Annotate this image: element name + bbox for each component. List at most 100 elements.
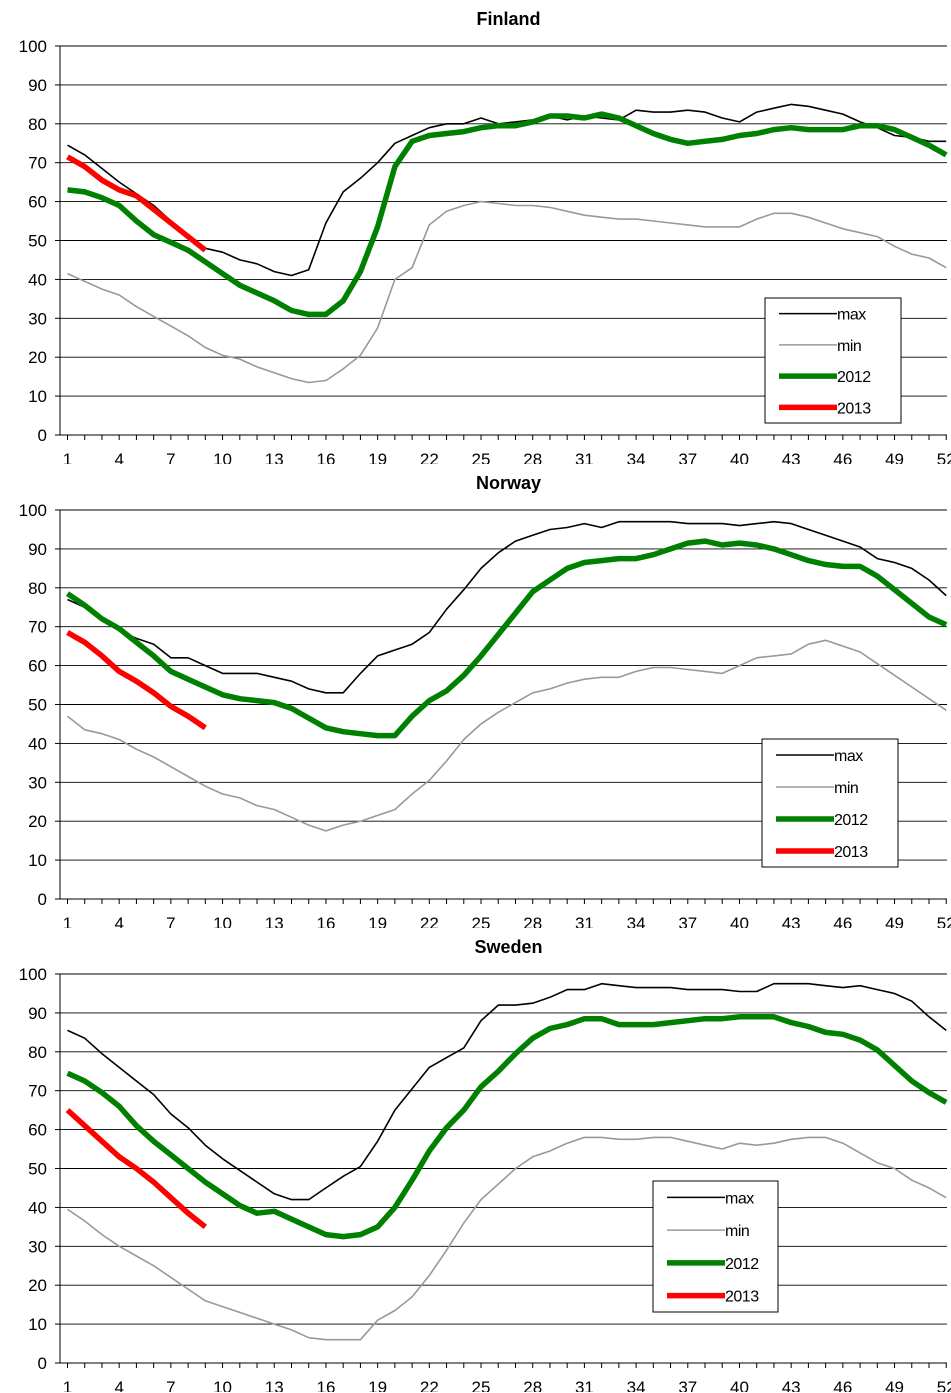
x-tick-label: 40 (730, 450, 749, 464)
legend-label-min: min (834, 780, 858, 797)
legend-label-2012: 2012 (725, 1256, 759, 1273)
x-tick-label: 37 (678, 450, 697, 464)
x-tick-label: 22 (420, 1378, 439, 1392)
x-tick-label: 16 (316, 450, 335, 464)
x-tick-label: 31 (575, 914, 594, 928)
chart-title: Finland (477, 9, 541, 29)
series-line-2012 (66, 1014, 948, 1240)
y-tick-label: 60 (28, 193, 47, 212)
x-tick-label: 19 (368, 914, 387, 928)
x-tick-label: 1 (63, 1378, 72, 1392)
y-tick-label: 10 (28, 1315, 47, 1334)
y-tick-label: 30 (28, 1237, 47, 1256)
legend-box (652, 1180, 779, 1313)
x-tick-label: 52 (937, 1378, 951, 1392)
y-tick-label: 100 (19, 37, 47, 56)
y-tick-label: 80 (28, 1043, 47, 1062)
chart-title: Sweden (474, 937, 542, 957)
y-tick-label: 40 (28, 1198, 47, 1217)
legend-label-min: min (725, 1223, 749, 1240)
x-tick-label: 40 (730, 1378, 749, 1392)
series-line-2012 (67, 111, 948, 318)
x-tick-label: 46 (833, 1378, 852, 1392)
chart-norway: Norway 0 10 20 30 40 50 60 70 80 90 100 1 4 7 10 13 16 19 2… (19, 473, 951, 928)
legend-label-min: min (837, 338, 861, 355)
x-tick-label: 46 (833, 450, 852, 464)
y-tick-label: 50 (28, 1160, 47, 1179)
y-tick-label: 80 (28, 579, 47, 598)
legend-label-max: max (725, 1190, 754, 1207)
y-tick-label: 60 (28, 1121, 47, 1140)
y-tick-label: 100 (19, 501, 47, 520)
y-tick-label: 60 (28, 657, 47, 676)
x-tick-label: 31 (575, 450, 594, 464)
x-tick-label: 7 (166, 1378, 175, 1392)
x-tick-label: 1 (63, 450, 72, 464)
x-tick-label: 49 (885, 914, 904, 928)
y-tick-label: 80 (28, 115, 47, 134)
x-tick-label: 31 (575, 1378, 594, 1392)
x-tick-label: 10 (213, 450, 232, 464)
x-tick-label: 7 (166, 450, 175, 464)
series-line-2013 (66, 154, 208, 253)
legend-label-2012: 2012 (834, 812, 868, 829)
x-tick-label: 13 (265, 450, 284, 464)
chart-finland: Finland 0 10 20 30 40 50 60 70 80 90 100 1 4 7 10 13 16 19… (19, 9, 951, 464)
legend-box (764, 297, 902, 424)
x-tick-label: 19 (368, 1378, 387, 1392)
x-tick-label: 13 (265, 1378, 284, 1392)
x-tick-label: 22 (420, 914, 439, 928)
y-tick-label: 10 (28, 851, 47, 870)
y-tick-label: 90 (28, 76, 47, 95)
y-tick-label: 10 (28, 387, 47, 406)
series-line-max (67, 103, 947, 277)
x-tick-label: 4 (114, 914, 123, 928)
y-tick-label: 40 (28, 270, 47, 289)
legend: max min 2012 2013 (764, 297, 902, 424)
x-tick-label: 28 (523, 914, 542, 928)
y-tick-label: 90 (28, 1004, 47, 1023)
x-tick-label: 19 (368, 450, 387, 464)
x-tick-label: 10 (213, 1378, 232, 1392)
x-tick-label: 37 (678, 1378, 697, 1392)
y-tick-label: 20 (28, 812, 47, 831)
chart-sweden: Sweden 0 10 20 30 40 50 60 70 80 90 100 1 4 7 10 13 16 19 2… (19, 937, 951, 1392)
x-tick-label: 43 (782, 914, 801, 928)
x-tick-label: 28 (523, 450, 542, 464)
x-tick-label: 40 (730, 914, 749, 928)
series-line-min (67, 1136, 947, 1341)
legend-label-2013: 2013 (834, 844, 868, 861)
y-tick-label: 0 (38, 890, 47, 909)
x-tick-label: 49 (885, 1378, 904, 1392)
series-line-2012 (65, 538, 948, 739)
x-tick-label: 16 (316, 914, 335, 928)
y-tick-label: 30 (28, 309, 47, 328)
series-line-max (67, 520, 947, 694)
y-tick-label: 70 (28, 1082, 47, 1101)
x-tick-label: 22 (420, 450, 439, 464)
legend-box (761, 738, 899, 868)
series-line-2013 (65, 1108, 208, 1230)
legend-label-max: max (834, 748, 863, 765)
y-tick-label: 50 (28, 696, 47, 715)
legend-label-2013: 2013 (837, 400, 871, 417)
x-tick-label: 10 (213, 914, 232, 928)
x-tick-label: 34 (627, 450, 646, 464)
x-tick-label: 16 (316, 1378, 335, 1392)
x-tick-label: 1 (63, 914, 72, 928)
x-tick-label: 25 (472, 1378, 491, 1392)
x-tick-label: 43 (782, 1378, 801, 1392)
legend: max min 2012 2013 (652, 1180, 779, 1313)
series-line-min (67, 200, 947, 384)
series-line-max (67, 982, 947, 1201)
y-tick-label: 70 (28, 618, 47, 637)
y-tick-label: 30 (28, 773, 47, 792)
legend-label-2012: 2012 (837, 369, 871, 386)
y-tick-label: 50 (28, 232, 47, 251)
chart-title: Norway (476, 473, 541, 493)
x-tick-label: 49 (885, 450, 904, 464)
series-line-2013 (66, 630, 207, 731)
y-tick-label: 0 (38, 426, 47, 445)
legend-label-2013: 2013 (725, 1289, 759, 1306)
